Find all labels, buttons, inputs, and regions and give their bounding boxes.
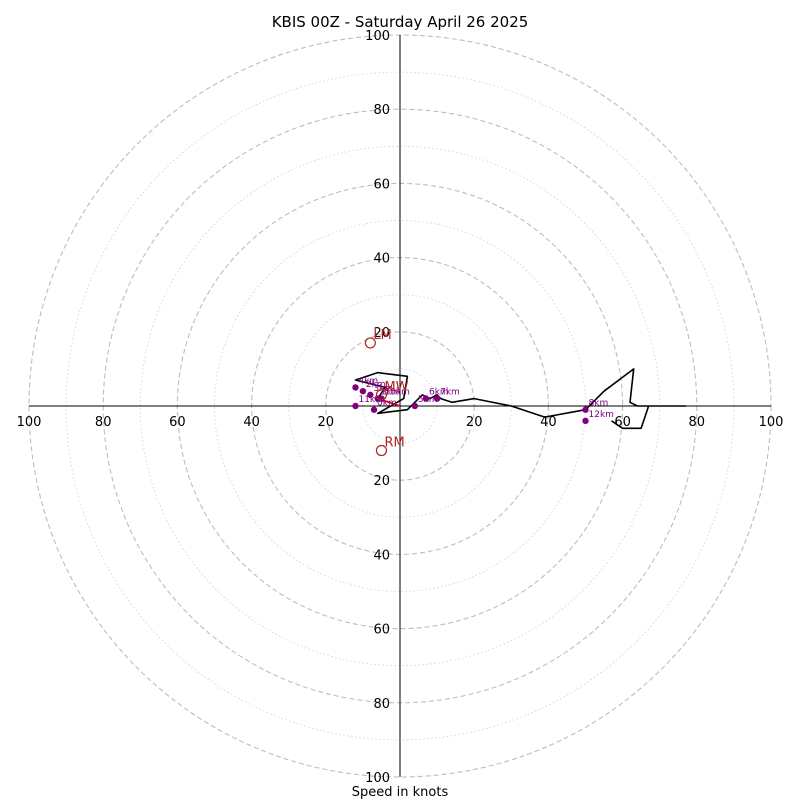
height-marker bbox=[582, 417, 589, 425]
height-marker bbox=[367, 391, 374, 399]
y-tick-label: 60 bbox=[373, 623, 390, 638]
x-tick-label: 40 bbox=[243, 415, 260, 430]
x-axis-label: Speed in knots bbox=[352, 785, 449, 800]
x-tick-label: 40 bbox=[540, 415, 557, 430]
storm-motion-marker bbox=[364, 337, 376, 349]
storm-motion-marker bbox=[375, 389, 388, 401]
y-tick-label: 60 bbox=[373, 177, 390, 192]
storm-motion-label: MW bbox=[384, 380, 408, 395]
height-marker-label: 12km bbox=[589, 410, 614, 420]
y-tick-label: 100 bbox=[365, 771, 390, 786]
height-marker bbox=[352, 384, 359, 391]
y-tick-label: 80 bbox=[373, 697, 390, 712]
x-tick-label: 80 bbox=[689, 415, 706, 430]
x-tick-label: 80 bbox=[95, 415, 112, 430]
height-marker-label: 10km bbox=[384, 388, 409, 398]
x-tick-label: 20 bbox=[466, 415, 483, 430]
height-marker-label: 4km bbox=[358, 376, 378, 386]
height-marker bbox=[359, 387, 367, 395]
y-tick-label: 40 bbox=[373, 548, 390, 563]
storm-motion-label: LM bbox=[373, 328, 391, 343]
height-marker bbox=[422, 395, 430, 402]
hodograph-series bbox=[354, 368, 687, 430]
y-tick-label: 100 bbox=[365, 29, 390, 44]
height-marker bbox=[352, 402, 359, 410]
height-marker bbox=[433, 395, 441, 402]
x-tick-label: 20 bbox=[318, 415, 335, 430]
height-marker-label: 6km bbox=[429, 388, 449, 398]
y-tick-label: 20 bbox=[373, 326, 390, 341]
height-marker bbox=[582, 406, 589, 413]
height-marker-label: 7km bbox=[440, 388, 460, 398]
x-tick-label: 60 bbox=[169, 415, 186, 430]
tick-labels: 1001008080606040402020202040406060808010… bbox=[17, 29, 784, 786]
height-marker-label: 5km bbox=[418, 395, 438, 405]
height-marker-label: 3km bbox=[373, 384, 393, 394]
storm-motion-markers: LM MW RM bbox=[364, 328, 409, 457]
height-marker-label: 11km bbox=[358, 395, 383, 405]
x-tick-label: 100 bbox=[17, 415, 42, 430]
height-marker-label: 2km bbox=[366, 380, 386, 390]
chart-title: KBIS 00Z - Saturday April 26 2025 bbox=[272, 13, 529, 31]
y-tick-label: 80 bbox=[373, 103, 390, 118]
x-tick-label: 100 bbox=[759, 415, 784, 430]
height-marker-label: 0km bbox=[377, 399, 397, 409]
storm-motion-marker bbox=[375, 444, 388, 457]
height-marker bbox=[370, 406, 378, 413]
hodograph-line bbox=[354, 368, 687, 430]
y-tick-label: 20 bbox=[373, 474, 390, 489]
height-marker-label: 1km bbox=[381, 388, 401, 398]
y-tick-label: 40 bbox=[373, 252, 390, 267]
height-marker bbox=[411, 402, 419, 410]
storm-motion-label: RM bbox=[384, 436, 404, 451]
height-marker-label: 8km bbox=[589, 399, 609, 409]
